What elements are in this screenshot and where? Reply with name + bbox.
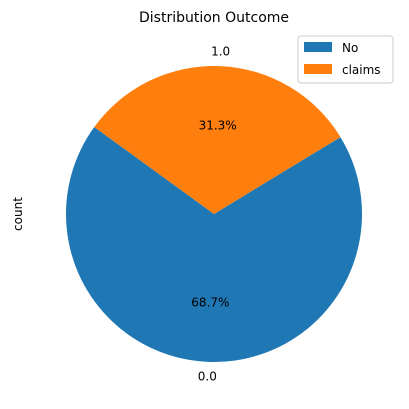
- percent-label-1.0: 31.3%: [199, 118, 237, 132]
- legend: No claims: [297, 35, 394, 84]
- category-label-1.0: 1.0: [211, 44, 230, 58]
- percent-label-0.0: 68.7%: [191, 296, 229, 310]
- legend-swatch-1: [304, 64, 332, 74]
- category-label-0.0: 0.0: [198, 370, 217, 384]
- legend-label-1: claims: [342, 63, 381, 77]
- legend-label-0: No: [342, 41, 358, 55]
- pie-labels: 0.0 68.7% 1.0 31.3%: [191, 44, 236, 383]
- y-axis-label: count: [11, 197, 25, 231]
- chart-title: Distribution Outcome: [139, 10, 289, 26]
- pie-slices: [66, 65, 362, 363]
- legend-swatch-0: [304, 42, 332, 52]
- pie-slice-1.0: [94, 65, 341, 214]
- pie-slice-0.0: [66, 127, 362, 363]
